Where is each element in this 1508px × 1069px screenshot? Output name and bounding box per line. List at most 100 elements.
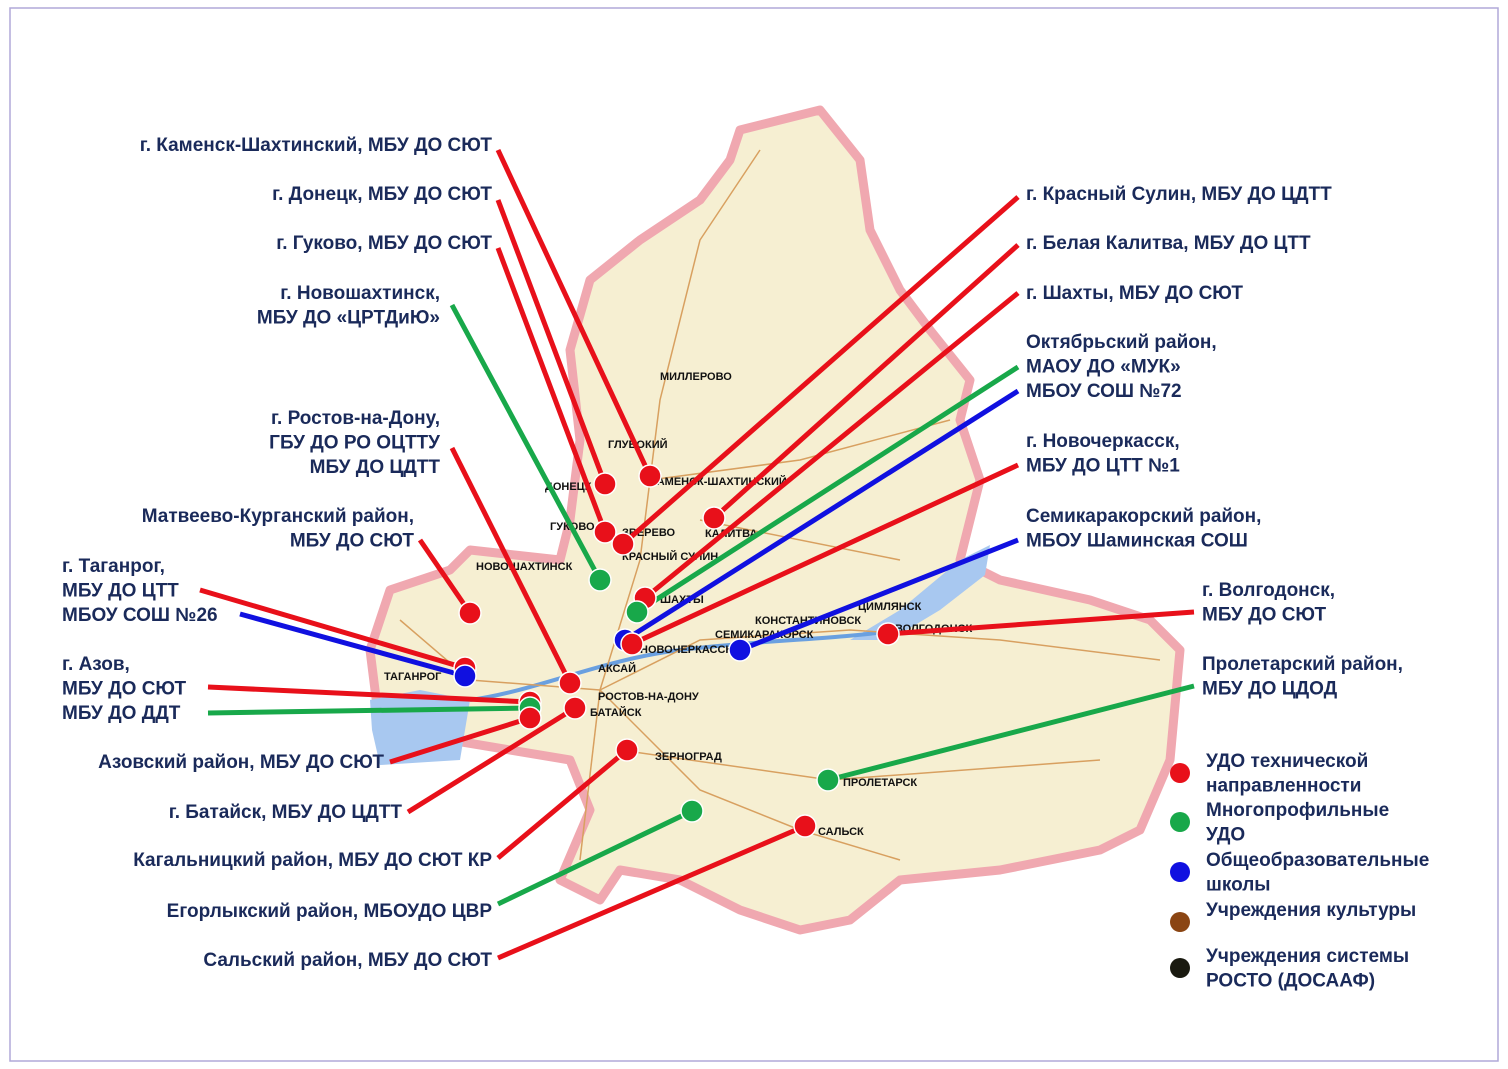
callout-text: Семикаракорский район, <box>1026 506 1261 527</box>
place-label: ЗЕРНОГРАД <box>655 751 722 763</box>
callout-link <box>496 748 629 860</box>
institution-dot <box>702 506 726 530</box>
callout-text: Матвеево-Курганский район, <box>142 506 414 527</box>
callout-text: МБУ ДО СЮТ <box>1202 605 1327 626</box>
place-label: МИЛЛЕРОВО <box>660 371 732 383</box>
institution-dot <box>593 520 617 544</box>
callout-text: МАОУ ДО «МУК» <box>1026 357 1181 378</box>
callout-link <box>739 537 1019 653</box>
institution-dot <box>611 532 635 556</box>
callout-text: МБОУ СОШ №26 <box>62 605 218 626</box>
callout-text: МБУ ДО ЦТТ <box>62 581 179 602</box>
legend-text: Общеобразовательные <box>1206 850 1429 871</box>
institution-dot <box>563 696 587 720</box>
callout-text: МБУ ДО ЦДОД <box>1202 679 1338 700</box>
place-label: ПРОЛЕТАРСК <box>843 777 917 789</box>
callout-link <box>449 446 573 685</box>
callout-link <box>643 291 1020 600</box>
legend-text: школы <box>1206 875 1271 896</box>
legend-text: направленности <box>1206 776 1361 797</box>
institution-dot <box>518 706 542 730</box>
callout-text: г. Азов, <box>62 654 130 675</box>
callout-text: г. Донецк, МБУ ДО СЮТ <box>272 184 492 205</box>
callout-text: г. Красный Сулин, МБУ ДО ЦДТТ <box>1026 184 1332 205</box>
callout-text: г. Новочеркасск, <box>1026 431 1180 452</box>
callout-text: МБУ ДО ЦТТ №1 <box>1026 456 1180 477</box>
callout-link <box>887 609 1195 637</box>
institution-dot <box>453 664 477 688</box>
callout-text: Октябрьский район, <box>1026 332 1217 353</box>
place-label: САЛЬСК <box>818 826 864 838</box>
callout-text: МБОУ Шаминская СОШ <box>1026 531 1248 552</box>
callout-text: ГБУ ДО РО ОЦТТУ <box>269 433 440 454</box>
callout-link <box>630 462 1020 647</box>
place-label: БАТАЙСК <box>590 706 642 719</box>
institution-dot <box>816 768 840 792</box>
callout-link <box>417 538 473 615</box>
reservoir <box>850 545 990 640</box>
legend-dot <box>1170 958 1190 978</box>
callout-text: Кагальницкий район, МБУ ДО СЮТ КР <box>133 850 492 871</box>
callout-text: Егорлыкский район, МБОУДО ЦВР <box>167 901 493 922</box>
institution-dot <box>680 799 704 823</box>
institution-dot <box>593 472 617 496</box>
callout-link <box>449 303 603 582</box>
callout-link <box>621 195 1020 546</box>
callout-link <box>827 683 1195 783</box>
callout-text: Пролетарский район, <box>1202 654 1403 675</box>
callout-text: г. Белая Калитва, МБУ ДО ЦТТ <box>1026 233 1311 254</box>
callout-text: МБУ ДО ЦДТТ <box>310 457 441 478</box>
callout-text: МБОУ СОШ №72 <box>1026 381 1182 402</box>
place-label: КАМЕНСК-ШАХТИНСКИЙ <box>650 475 787 488</box>
callout-text: МБУ ДО СЮТ <box>290 531 415 552</box>
place-label: РОСТОВ-НА-ДОНУ <box>598 691 699 703</box>
callout-link <box>495 199 608 485</box>
callout-link <box>389 715 531 765</box>
callout-link <box>496 808 694 907</box>
legend-text: Многопрофильные <box>1206 800 1389 821</box>
callout-text: МБУ ДО СЮТ <box>62 679 187 700</box>
institution-dot <box>620 632 644 656</box>
institution-dot <box>876 622 900 646</box>
callout-text: г. Каменск-Шахтинский, МБУ ДО СЮТ <box>140 135 493 156</box>
place-label: АКСАЙ <box>598 662 636 675</box>
place-label: ЦИМЛЯНСК <box>858 601 922 613</box>
callout-text: г. Ростов-на-Дону, <box>271 408 440 429</box>
callout-link <box>712 243 1020 520</box>
institution-dot <box>615 738 639 762</box>
callout-text: г. Шахты, МБУ ДО СЮТ <box>1026 283 1243 304</box>
callout-link <box>635 364 1020 615</box>
institution-dot <box>793 814 817 838</box>
callout-link <box>199 587 466 671</box>
place-label: ДОНЕЦК <box>545 481 592 493</box>
legend-dot <box>1170 812 1190 832</box>
institution-dot <box>625 600 649 624</box>
callout-text: Сальский район, МБУ ДО СЮТ <box>203 950 492 971</box>
legend-text: Учреждения культуры <box>1206 900 1416 921</box>
callout-text: г. Таганрог, <box>62 556 165 577</box>
callout-link <box>239 611 466 679</box>
callout-text: г. Волгодонск, <box>1202 580 1335 601</box>
callout-text: МБУ ДО «ЦРТДиЮ» <box>257 308 440 329</box>
place-label: ТАГАНРОГ <box>384 671 442 683</box>
place-label: НОВОЧЕРКАССК <box>640 644 732 656</box>
institution-dot <box>638 464 662 488</box>
institution-dot <box>558 671 582 695</box>
institution-dot <box>458 601 482 625</box>
callout-link <box>207 684 531 705</box>
callout-link <box>623 388 1020 643</box>
callout-link <box>207 705 531 716</box>
callout-text: Азовский район, МБУ ДО СЮТ <box>98 752 384 773</box>
callout-link <box>406 705 577 815</box>
callout-link <box>495 247 608 533</box>
callout-text: г. Гуково, МБУ ДО СЮТ <box>276 233 492 254</box>
callout-link <box>497 823 806 961</box>
callout-text: МБУ ДО ДДТ <box>62 703 181 724</box>
legend-dot <box>1170 912 1190 932</box>
place-label: НОВОШАХТИНСК <box>476 561 573 573</box>
callout-text: г. Новошахтинск, <box>280 283 440 304</box>
legend-text: РОСТО (ДОСААФ) <box>1206 971 1375 992</box>
institution-dot <box>588 568 612 592</box>
legend-dot <box>1170 862 1190 882</box>
